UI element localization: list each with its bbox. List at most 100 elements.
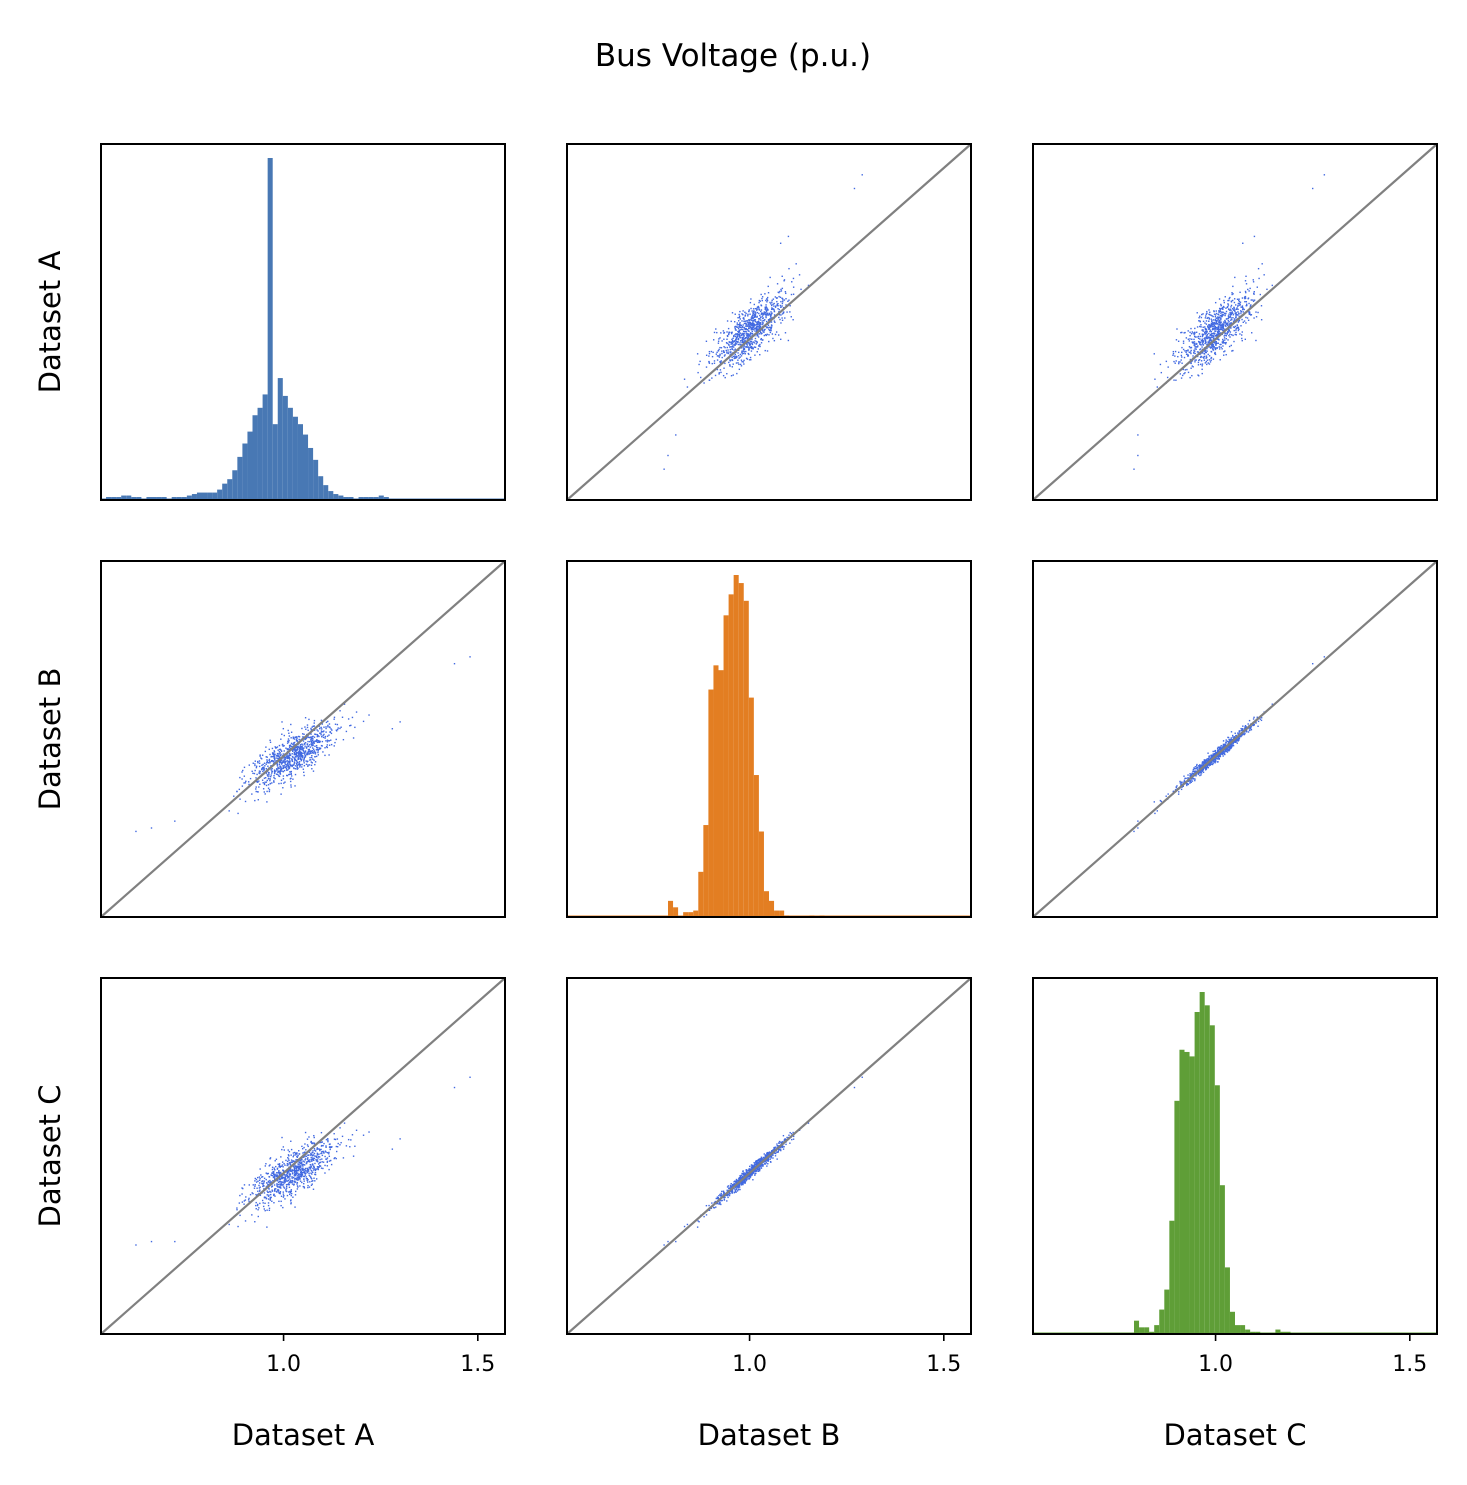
scatter-point bbox=[399, 721, 401, 723]
scatter-point bbox=[1235, 739, 1238, 741]
scatter-point bbox=[708, 350, 711, 353]
scatter-point bbox=[286, 1177, 289, 1179]
scatter-point bbox=[1219, 316, 1221, 318]
scatter-point bbox=[1249, 727, 1251, 730]
scatter-point bbox=[1203, 355, 1206, 358]
scatter-point bbox=[239, 798, 241, 800]
scatter-point bbox=[296, 1156, 299, 1159]
scatter-point bbox=[297, 754, 300, 756]
scatter-point bbox=[1192, 770, 1194, 773]
scatter-point bbox=[320, 1152, 322, 1155]
scatter-point bbox=[1228, 297, 1230, 300]
scatter-point bbox=[273, 775, 275, 777]
scatter-point bbox=[296, 752, 298, 754]
scatter-point bbox=[286, 754, 288, 757]
scatter-point bbox=[324, 737, 326, 739]
scatter-point bbox=[749, 324, 751, 326]
scatter-point bbox=[739, 326, 741, 329]
scatter-point bbox=[286, 774, 289, 777]
scatter-point bbox=[254, 760, 256, 762]
scatter-point bbox=[1242, 308, 1244, 310]
scatter-point bbox=[738, 330, 741, 333]
scatter-point bbox=[1252, 724, 1254, 727]
scatter-point bbox=[298, 761, 301, 763]
scatter-point bbox=[276, 1175, 278, 1177]
scatter-point bbox=[1197, 364, 1200, 366]
scatter-point bbox=[286, 757, 289, 760]
hist-bar bbox=[673, 907, 679, 917]
scatter-point bbox=[1234, 333, 1236, 336]
scatter-point bbox=[339, 1127, 341, 1129]
scatter-point bbox=[294, 1178, 296, 1180]
scatter-point bbox=[294, 773, 297, 776]
scatter-point bbox=[1223, 753, 1226, 755]
scatter-point bbox=[264, 781, 266, 783]
scatter-point bbox=[1225, 337, 1228, 340]
scatter-point bbox=[1137, 454, 1139, 457]
scatter-point bbox=[741, 351, 743, 354]
scatter-point bbox=[311, 762, 313, 764]
scatter-point bbox=[1190, 367, 1192, 369]
scatter-point bbox=[362, 1134, 365, 1136]
scatter-point bbox=[761, 323, 763, 326]
scatter-point bbox=[1217, 316, 1219, 318]
scatter-point bbox=[303, 757, 305, 759]
scatter-point bbox=[758, 321, 760, 324]
scatter-point bbox=[733, 357, 735, 360]
scatter-point bbox=[299, 756, 301, 758]
scatter-point bbox=[778, 291, 780, 294]
scatter-point bbox=[1197, 345, 1199, 347]
scatter-point bbox=[298, 750, 301, 752]
scatter-point bbox=[741, 360, 743, 363]
scatter-point bbox=[312, 735, 314, 738]
scatter-point bbox=[1212, 344, 1215, 346]
scatter-point bbox=[1198, 359, 1201, 361]
scatter-point bbox=[726, 346, 729, 349]
scatter-point bbox=[770, 329, 772, 332]
scatter-point bbox=[1185, 782, 1188, 785]
scatter-point bbox=[737, 320, 740, 322]
scatter-point bbox=[313, 1165, 315, 1168]
scatter-point bbox=[327, 1138, 329, 1140]
scatter-point bbox=[757, 324, 759, 326]
scatter-point bbox=[1212, 324, 1214, 326]
scatter-point bbox=[1209, 347, 1212, 349]
scatter-point bbox=[300, 751, 303, 754]
scatter-point bbox=[312, 748, 315, 750]
scatter-point bbox=[749, 333, 751, 336]
scatter-point bbox=[279, 1184, 282, 1186]
scatter-point bbox=[1220, 325, 1222, 327]
scatter-point bbox=[758, 333, 761, 335]
scatter-point bbox=[1218, 320, 1220, 323]
scatter-point bbox=[735, 340, 738, 343]
scatter-point bbox=[399, 1138, 401, 1140]
scatter-point bbox=[1189, 376, 1191, 379]
scatter-point bbox=[1231, 293, 1233, 296]
scatter-point bbox=[720, 332, 722, 334]
scatter-point bbox=[750, 298, 752, 300]
scatter-point bbox=[265, 781, 268, 783]
scatter-point bbox=[284, 1175, 287, 1177]
scatter-point bbox=[1192, 366, 1194, 368]
scatter-point bbox=[242, 1187, 244, 1190]
scatter-point bbox=[1194, 766, 1197, 768]
scatter-point bbox=[1213, 341, 1215, 344]
scatter-point bbox=[1205, 351, 1207, 354]
scatter-point bbox=[286, 1160, 289, 1163]
scatter-point bbox=[1199, 320, 1201, 322]
scatter-point bbox=[773, 308, 775, 311]
scatter-point bbox=[731, 342, 733, 344]
scatter-point bbox=[297, 761, 299, 764]
scatter-point bbox=[269, 1164, 271, 1166]
scatter-point bbox=[325, 726, 327, 728]
scatter-point bbox=[316, 1147, 318, 1149]
scatter-point bbox=[1206, 332, 1208, 334]
scatter-point bbox=[279, 752, 281, 754]
scatter-point bbox=[298, 762, 300, 765]
scatter-point bbox=[278, 1200, 280, 1203]
scatter-point bbox=[285, 760, 287, 763]
scatter-point bbox=[291, 765, 293, 768]
scatter-point bbox=[317, 748, 320, 751]
scatter-point bbox=[1213, 321, 1215, 324]
